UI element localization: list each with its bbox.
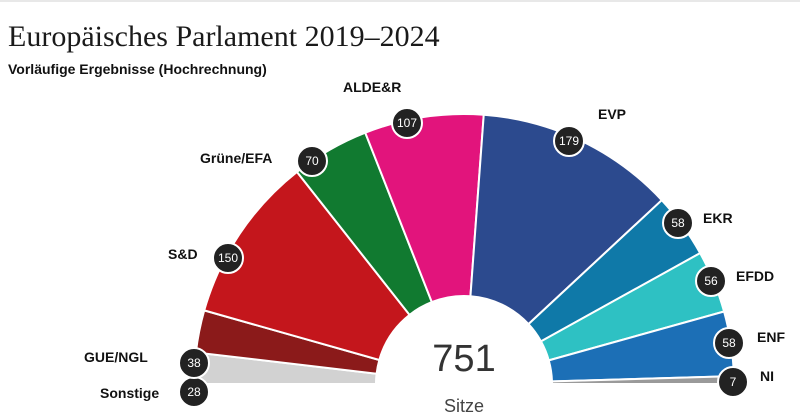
badge-value-ni: 7 [730, 375, 737, 389]
badge-ni [717, 366, 749, 398]
chart-title: Europäisches Parlament 2019–2024 [8, 20, 440, 53]
seat-wedges [192, 113, 736, 385]
party-label-gue-ngl: GUE/NGL [84, 349, 148, 365]
party-label-enf: ENF [757, 329, 785, 345]
party-label-grüne-efa: Grüne/EFA [200, 150, 272, 166]
badge-value-evp: 179 [559, 134, 579, 148]
total-seats-label: Sitze [444, 396, 484, 414]
badge-value-grüne-efa: 70 [305, 154, 319, 168]
badge-ekr [662, 207, 694, 239]
party-label-ekr: EKR [703, 210, 733, 226]
total-center: 751 Sitze [432, 338, 495, 414]
badge-value-enf: 58 [722, 336, 736, 350]
top-border [0, 0, 800, 2]
party-label-evp: EVP [598, 106, 626, 122]
badge-value-efdd: 56 [704, 274, 718, 288]
party-label-efdd: EFDD [736, 268, 774, 284]
badge-value-ekr: 58 [671, 216, 685, 230]
chart-subtitle: Vorläufige Ergebnisse (Hochrechnung) [8, 61, 267, 77]
party-label-ni: NI [760, 368, 774, 384]
badge-value-sundd: 150 [218, 251, 238, 265]
party-label-sundd: S&D [168, 246, 198, 262]
badge-grüne-efa [296, 145, 328, 177]
badge-sundd [212, 242, 244, 274]
total-seats-value: 751 [432, 338, 495, 380]
badge-efdd [695, 265, 727, 297]
badge-aldeundr [391, 107, 423, 139]
party-label-sonstige: Sonstige [100, 385, 159, 401]
badge-value-aldeundr: 107 [397, 116, 417, 130]
party-label-aldeundr: ALDE&R [343, 79, 401, 95]
badge-enf [713, 327, 745, 359]
badge-gue-ngl [178, 347, 210, 379]
badge-evp [553, 125, 585, 157]
seat-badges: 28 38 150 70 107 179 58 56 58 7 [178, 107, 749, 408]
badge-value-sonstige: 28 [187, 385, 201, 399]
party-labels: Sonstige GUE/NGL S&D Grüne/EFA ALDE&R EVP EKR E… [84, 79, 785, 401]
badge-value-gue-ngl: 38 [187, 356, 201, 370]
wedge-evp [469, 113, 664, 326]
